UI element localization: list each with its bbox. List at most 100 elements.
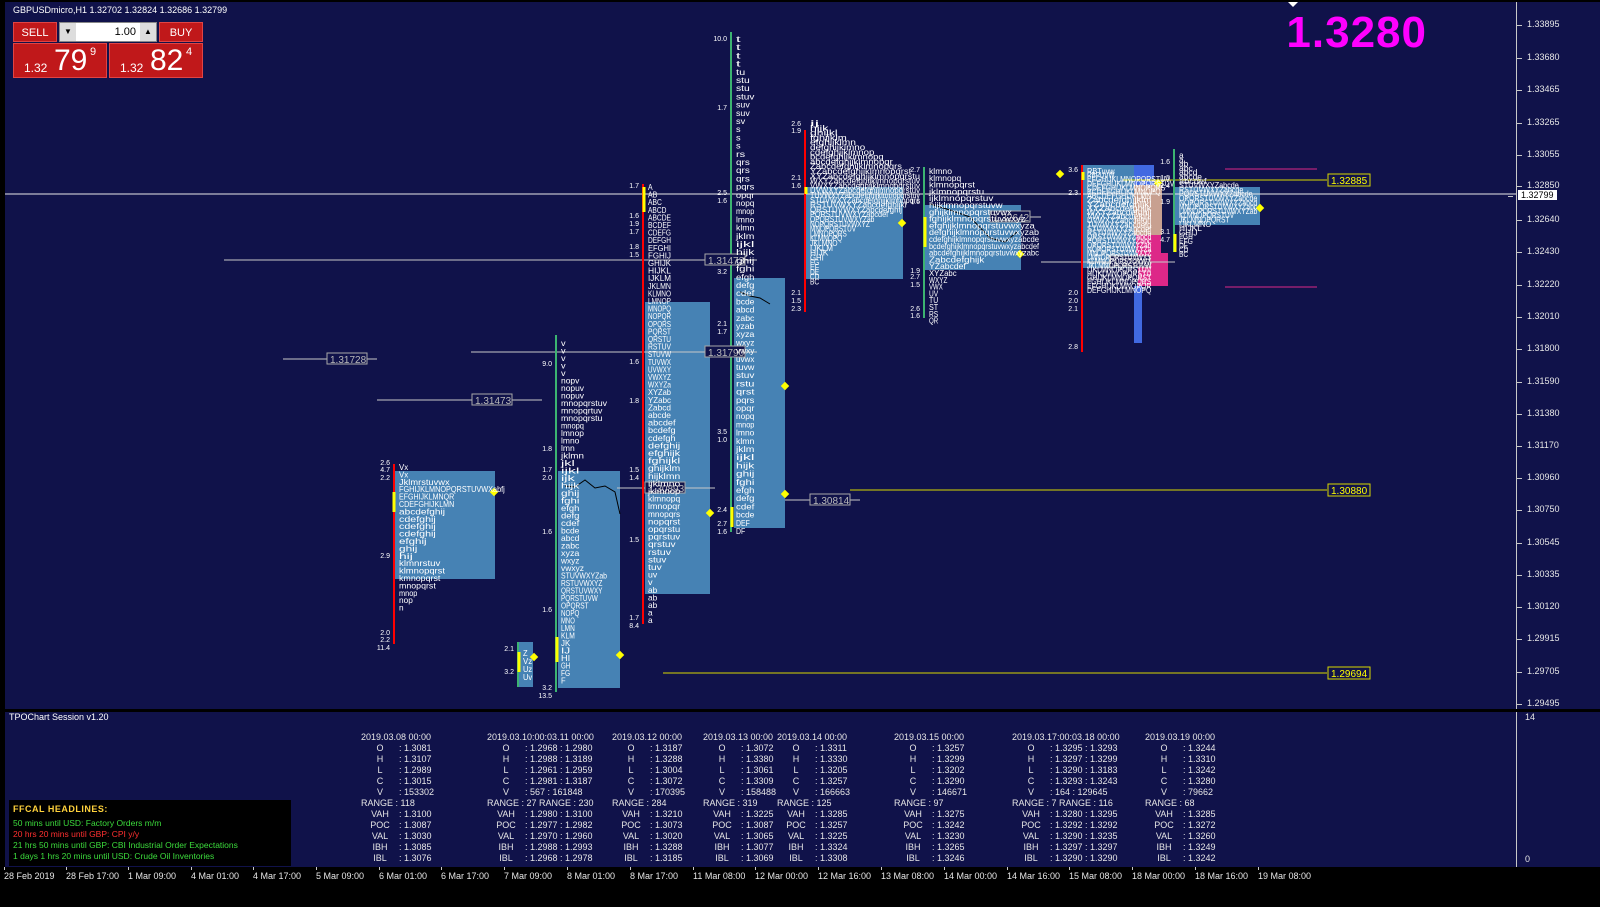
value-area-box xyxy=(1175,187,1260,225)
tpo-letters: bcdefg xyxy=(648,425,676,435)
one-click-trading-panel: SELL ▼ 1.00 ▲ BUY 1.32 79 9 1.32 82 4 xyxy=(13,22,203,78)
tpo-letters: mnopqrst xyxy=(399,580,436,590)
sell-button[interactable]: SELL xyxy=(13,22,57,42)
tpo-size-label: 2.6 xyxy=(791,121,801,128)
value-area-box xyxy=(518,642,533,687)
tpo-letters: OPQRSTUVWXYZabcde xyxy=(1179,193,1257,203)
tpo-letters: stuv xyxy=(736,370,755,380)
tpo-letters: cdefghijklmnop xyxy=(810,147,875,157)
stat-row-v: V: 164 : 129645 xyxy=(1027,787,1108,797)
tpo-letters: FGH xyxy=(1179,232,1193,242)
session-stats: 2019.03.13 00:00 O: 1.3072 H: 1.3380 L: 1.3… xyxy=(703,732,815,864)
tpo-size-label: 2.2 xyxy=(380,637,390,644)
chart-title: GBPUSDmicro,H1 1.32702 1.32824 1.32686 1… xyxy=(13,5,228,15)
session-stats: 2019.03.10:00:03.11 00:00 O: 1.2968 : 1.2… xyxy=(487,732,599,864)
tpo-size-label: 2.1 xyxy=(717,321,727,328)
stat-row-val: VAL: 1.3225 xyxy=(787,831,848,841)
level-label: 1.30880 xyxy=(1331,486,1368,497)
tpo-letters: WXYZ xyxy=(929,275,947,285)
stat-row-val: VAL: 1.3020 xyxy=(622,831,683,841)
stat-row-range: RANGE : 7 RANGE : 116 xyxy=(1012,798,1113,808)
level-label: 1.29694 xyxy=(1331,669,1368,680)
lot-size-value[interactable]: 1.00 xyxy=(114,26,136,38)
tpo-size-label: 1.0 xyxy=(717,437,727,444)
tpo-letters: v xyxy=(561,353,566,363)
tpo-letters: abcdef xyxy=(648,418,676,428)
stat-row-l: L: 1.3205 xyxy=(793,765,848,775)
tpo-letters: VWXYZabcdefghi xyxy=(1087,211,1152,221)
tpo-letters: a xyxy=(1179,150,1184,160)
tpo-letters: efghijk xyxy=(648,448,681,458)
tpo-letters: RSTUVWXYZabcdefghijkl xyxy=(810,200,907,210)
reference-label: 1.31473 xyxy=(475,396,512,407)
tpo-letters: PQRSTUVWXYZabcdef xyxy=(810,209,889,219)
tpo-letters: s xyxy=(736,132,741,142)
tpo-letters: qrs xyxy=(736,165,750,175)
sell-quote[interactable]: 1.32 79 9 xyxy=(13,43,107,78)
tpo-chart-canvas[interactable]: 1.32885 1.30880 1.29694 1.31728 1.31473 1.308… xyxy=(5,2,1517,709)
tpo-letters: RSTUVWXYZabcde xyxy=(1179,184,1244,194)
tpo-letters: hijklmn xyxy=(648,471,681,481)
tpo-size-label: 2.7 xyxy=(910,274,920,281)
chart-shift-marker-icon[interactable] xyxy=(1288,2,1298,7)
tpo-letters: t xyxy=(736,34,742,44)
price-label: 1.31590 xyxy=(1517,376,1560,386)
tpo-letters: PQRST xyxy=(648,326,671,336)
reference-label-box xyxy=(1109,255,1151,268)
price-axis[interactable]: 1.33895 1.33680 1.33465 1.33265 1.33055 … xyxy=(1508,2,1600,709)
tpo-letters: MNOPQ xyxy=(648,304,671,314)
indicator-axis[interactable]: 14 0 xyxy=(1516,712,1600,867)
reference-label: 1.32642 xyxy=(993,213,1030,224)
lot-size-input[interactable]: ▼ 1.00 ▲ xyxy=(59,22,157,42)
tpo-size-label: 1.6 xyxy=(791,183,801,190)
lot-decrease-icon[interactable]: ▼ xyxy=(60,23,76,41)
tpo-letters: KLMNOPQ xyxy=(810,233,842,243)
tpo-letters: fghijklm xyxy=(810,132,847,142)
lot-increase-icon[interactable]: ▲ xyxy=(140,23,156,41)
tpo-size-label: 1.7 xyxy=(717,329,727,336)
tpo-letters: HIJKL xyxy=(648,266,671,276)
price-label: 1.32850 xyxy=(1517,180,1560,190)
tpo-letters: IJKLMNOPQRSTUV xyxy=(1087,264,1152,274)
stat-row-val: VAL: 1.3030 xyxy=(371,831,432,841)
tpo-size-label: 1.8 xyxy=(629,398,639,405)
stat-row-c: C: 1.3290 xyxy=(909,776,965,786)
tpo-letters: RSTUV xyxy=(648,342,671,352)
tpo-letters: stu xyxy=(736,83,750,93)
tpo-letters: hijk xyxy=(736,460,755,470)
tpo-letters: FG xyxy=(810,257,819,267)
buy-price-prefix: 1.32 xyxy=(120,61,144,75)
session-date: 2019.03.14 00:00 xyxy=(777,732,848,742)
tpo-letters: BCDEF xyxy=(648,220,671,230)
stat-row-o: O: 1.3187 xyxy=(627,743,683,753)
buy-quote[interactable]: 1.32 82 4 xyxy=(109,43,203,78)
sell-price-fraction: 9 xyxy=(90,46,97,58)
tpo-letters: GH xyxy=(561,661,570,671)
tpo-letters: NOPQRSTUVWXYZ xyxy=(810,219,870,229)
tpo-letters: UVWXYZabcdefgh xyxy=(1087,215,1152,225)
price-label: 1.33055 xyxy=(1517,149,1560,159)
tpo-letters: jklmnopqrstu xyxy=(928,186,985,196)
stat-row-ibh: IBH: 1.3249 xyxy=(1156,842,1216,852)
tpo-letters: nopq xyxy=(736,411,755,421)
stat-row-poc: POC: 1.3257 xyxy=(786,820,848,830)
buy-button[interactable]: BUY xyxy=(159,22,203,42)
main-chart-area[interactable]: 1.32885 1.30880 1.29694 1.31728 1.31473 1.308… xyxy=(5,2,1517,709)
tpo-letters: sv xyxy=(736,116,746,126)
stat-row-o: O: 1.3244 xyxy=(1160,743,1216,753)
tpo-size-label: 2.3 xyxy=(1068,190,1078,197)
price-label: 1.30750 xyxy=(1517,504,1560,514)
tpo-letters: XYZabcdefghijk xyxy=(1087,203,1152,213)
time-axis[interactable]: 28 Feb 2019 28 Feb 17:00 1 Mar 09:00 4 Mar … xyxy=(0,867,1600,907)
tpo-session-indicator-window[interactable]: TPOChart Session v1.20 2019.03.08 00:00 O… xyxy=(5,712,1517,867)
tpo-letters: qrs xyxy=(736,173,750,183)
tpo-letters: XYZab xyxy=(648,387,671,397)
tpo-size-label: 1.8 xyxy=(629,244,639,251)
stat-row-o: O: 1.3072 xyxy=(718,743,774,753)
price-label: 1.33265 xyxy=(1517,117,1560,127)
tpo-letters: fghijklmnopqrstuvwxyz xyxy=(929,214,1026,224)
tpo-letters: KLMNOPQRSTUVWX xyxy=(1087,256,1152,266)
tpo-letters: nopuv xyxy=(561,391,585,401)
tpo-letters: Zabcdefghijklm xyxy=(1087,195,1151,205)
session-stats: 2019.03.19 00:00 O: 1.3244 H: 1.3310 L: 1.3… xyxy=(1145,732,1257,864)
